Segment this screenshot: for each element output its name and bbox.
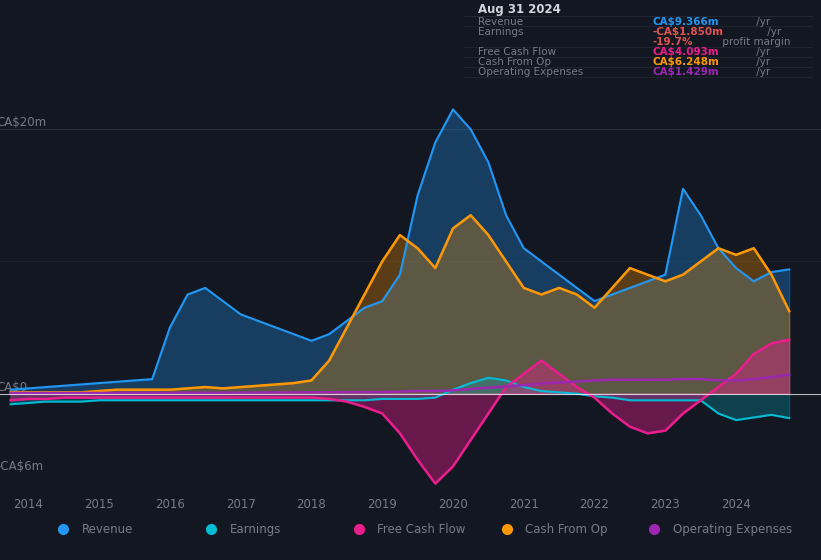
Text: Free Cash Flow: Free Cash Flow [478, 47, 556, 57]
Text: Revenue: Revenue [82, 522, 133, 536]
Text: -CA$6m: -CA$6m [0, 460, 43, 473]
Text: /yr: /yr [764, 27, 782, 37]
Text: /yr: /yr [753, 17, 770, 27]
Text: Earnings: Earnings [230, 522, 281, 536]
Text: Cash From Op: Cash From Op [478, 57, 551, 67]
Text: CA$4.093m: CA$4.093m [653, 47, 719, 57]
Text: -CA$1.850m: -CA$1.850m [653, 27, 723, 37]
Text: Revenue: Revenue [478, 17, 523, 27]
Text: -19.7%: -19.7% [653, 37, 693, 47]
Text: Free Cash Flow: Free Cash Flow [378, 522, 466, 536]
Text: CA$1.429m: CA$1.429m [653, 67, 719, 77]
Text: profit margin: profit margin [719, 37, 791, 47]
Text: /yr: /yr [753, 47, 770, 57]
Text: Aug 31 2024: Aug 31 2024 [478, 3, 561, 16]
Text: /yr: /yr [753, 57, 770, 67]
Text: Operating Expenses: Operating Expenses [478, 67, 583, 77]
Text: Earnings: Earnings [478, 27, 523, 37]
Text: CA$0: CA$0 [0, 381, 27, 394]
Text: /yr: /yr [753, 67, 770, 77]
Text: CA$9.366m: CA$9.366m [653, 17, 719, 27]
Text: CA$20m: CA$20m [0, 116, 46, 129]
Text: Operating Expenses: Operating Expenses [673, 522, 792, 536]
Text: Cash From Op: Cash From Op [525, 522, 608, 536]
Text: CA$6.248m: CA$6.248m [653, 57, 719, 67]
